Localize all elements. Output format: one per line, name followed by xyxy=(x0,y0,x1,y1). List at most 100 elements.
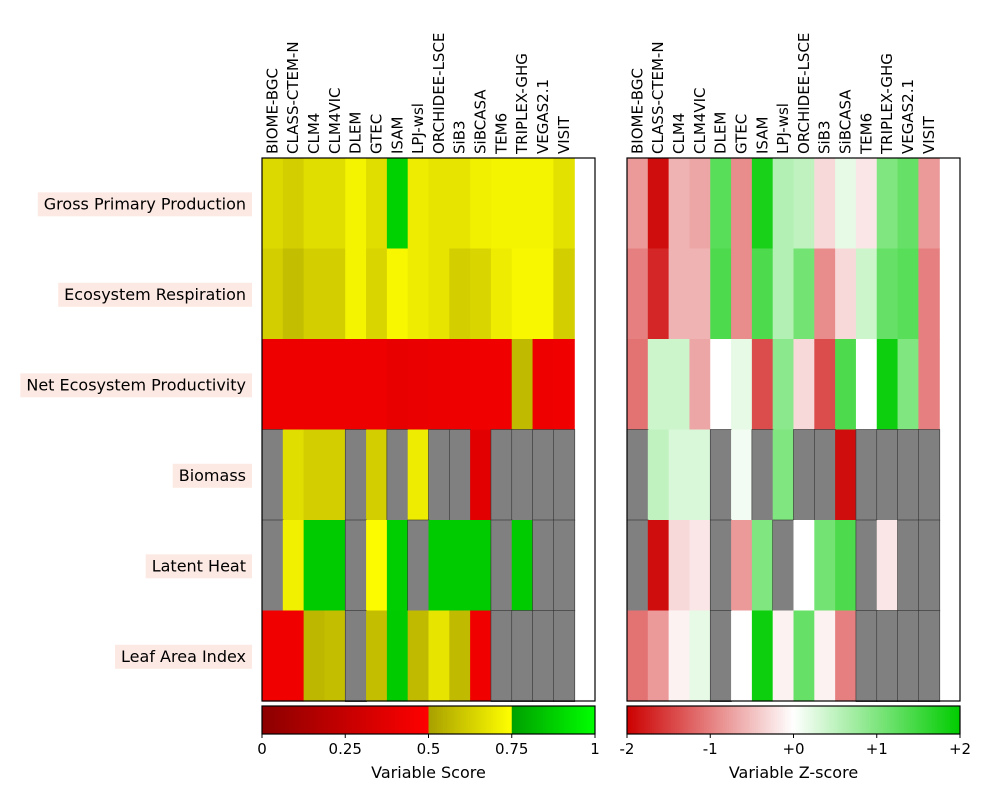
colorbar-step xyxy=(436,706,440,734)
colorbar-step xyxy=(953,706,957,734)
colorbar-step xyxy=(528,706,531,734)
colorbar-tick-label: 0.75 xyxy=(495,740,528,758)
colorbar-step xyxy=(378,706,382,734)
colorbar-step xyxy=(635,706,638,734)
heatmap-cell xyxy=(282,610,305,702)
colorbar-step xyxy=(818,706,822,734)
model-label: ORCHIDEE-LSCE xyxy=(795,33,813,154)
colorbar-step xyxy=(803,706,807,734)
colorbar-step xyxy=(918,706,921,734)
colorbar-step xyxy=(656,706,659,734)
heatmap-cell xyxy=(668,429,691,521)
heatmap-cell xyxy=(366,339,388,431)
colorbar-step xyxy=(853,706,857,734)
heatmap-cell xyxy=(449,339,471,431)
colorbar-step xyxy=(839,706,842,734)
colorbar-step xyxy=(830,706,834,734)
colorbar-step xyxy=(276,706,280,734)
heatmap-cell xyxy=(626,429,649,521)
model-label: BIOME-BGC xyxy=(628,68,646,154)
heatmap-cell xyxy=(344,429,367,521)
colorbar-step xyxy=(658,706,661,734)
colorbar-step xyxy=(889,706,892,734)
colorbar-step xyxy=(278,706,282,734)
variable-label-text: Ecosystem Respiration xyxy=(64,285,246,304)
colorbar-step xyxy=(547,706,550,734)
heatmap-cell xyxy=(835,520,857,612)
heatmap-cell xyxy=(668,520,691,612)
heatmap-cell xyxy=(490,610,513,702)
colorbar-step xyxy=(941,706,944,734)
colorbar-step xyxy=(493,706,496,734)
variable-label: Latent Heat xyxy=(145,554,252,579)
colorbar-step xyxy=(355,706,359,734)
colorbar-step xyxy=(845,706,849,734)
colorbar-step xyxy=(476,706,479,734)
colorbar-step xyxy=(368,706,371,734)
heatmap-cell xyxy=(731,339,753,431)
colorbar-step xyxy=(311,706,315,734)
colorbar-step xyxy=(810,706,813,734)
model-label: CLM4 xyxy=(670,113,688,154)
colorbar-step xyxy=(524,706,527,734)
colorbar-step xyxy=(526,706,529,734)
colorbar-step xyxy=(501,706,504,734)
colorbar-step xyxy=(326,706,330,734)
colorbar-step xyxy=(395,706,398,734)
colorbar-step xyxy=(662,706,665,734)
colorbar-step xyxy=(928,706,932,734)
heatmap-cell xyxy=(511,429,534,521)
colorbar-step xyxy=(468,706,471,734)
variable-label: Ecosystem Respiration xyxy=(58,282,253,307)
colorbar-step xyxy=(770,706,774,734)
colorbar-step xyxy=(814,706,817,734)
colorbar-step xyxy=(291,706,294,734)
colorbar-step xyxy=(401,706,405,734)
colorbar-step xyxy=(314,706,317,734)
colorbar-tick-label: +2 xyxy=(949,740,971,758)
colorbar-step xyxy=(681,706,684,734)
colorbar-step xyxy=(530,706,534,734)
colorbar-step xyxy=(513,706,517,734)
heatmap-cell xyxy=(449,520,471,612)
heatmap-cell xyxy=(303,610,326,702)
colorbar-step xyxy=(339,706,342,734)
heatmap-cell xyxy=(428,248,450,340)
heatmap-cell xyxy=(897,248,919,340)
colorbar-step xyxy=(266,706,269,734)
heatmap-cell xyxy=(751,248,774,340)
colorbar-step xyxy=(328,706,332,734)
colorbar-step xyxy=(666,706,670,734)
heatmap-cell xyxy=(731,158,753,250)
colorbar-step xyxy=(747,706,751,734)
colorbar-step xyxy=(324,706,328,734)
heatmap-cell xyxy=(855,429,878,521)
colorbar-step xyxy=(413,706,417,734)
colorbar-step xyxy=(772,706,776,734)
colorbar-step xyxy=(388,706,392,734)
colorbar-step xyxy=(289,706,292,734)
colorbar-step xyxy=(693,706,697,734)
heatmap-cell xyxy=(324,339,346,431)
heatmap-cell xyxy=(835,339,857,431)
heatmap-cell xyxy=(855,339,878,431)
heatmap-cell xyxy=(553,519,576,612)
heatmap-cell xyxy=(814,610,836,702)
colorbar-step xyxy=(914,706,917,734)
colorbar-step xyxy=(633,706,636,734)
colorbar-step xyxy=(870,706,874,734)
colorbar-step xyxy=(343,706,346,734)
colorbar-step xyxy=(580,706,584,734)
colorbar-step xyxy=(843,706,847,734)
heatmap-cell xyxy=(835,248,857,340)
colorbar-step xyxy=(301,706,305,734)
colorbar-step xyxy=(741,706,745,734)
heatmap-cell xyxy=(407,339,430,431)
colorbar-step xyxy=(704,706,707,734)
colorbar-step xyxy=(376,706,380,734)
colorbar-step xyxy=(957,706,961,734)
colorbar-step xyxy=(272,706,275,734)
heatmap-cell xyxy=(793,158,815,250)
colorbar-step xyxy=(411,706,415,734)
heatmap-cell xyxy=(386,339,409,431)
